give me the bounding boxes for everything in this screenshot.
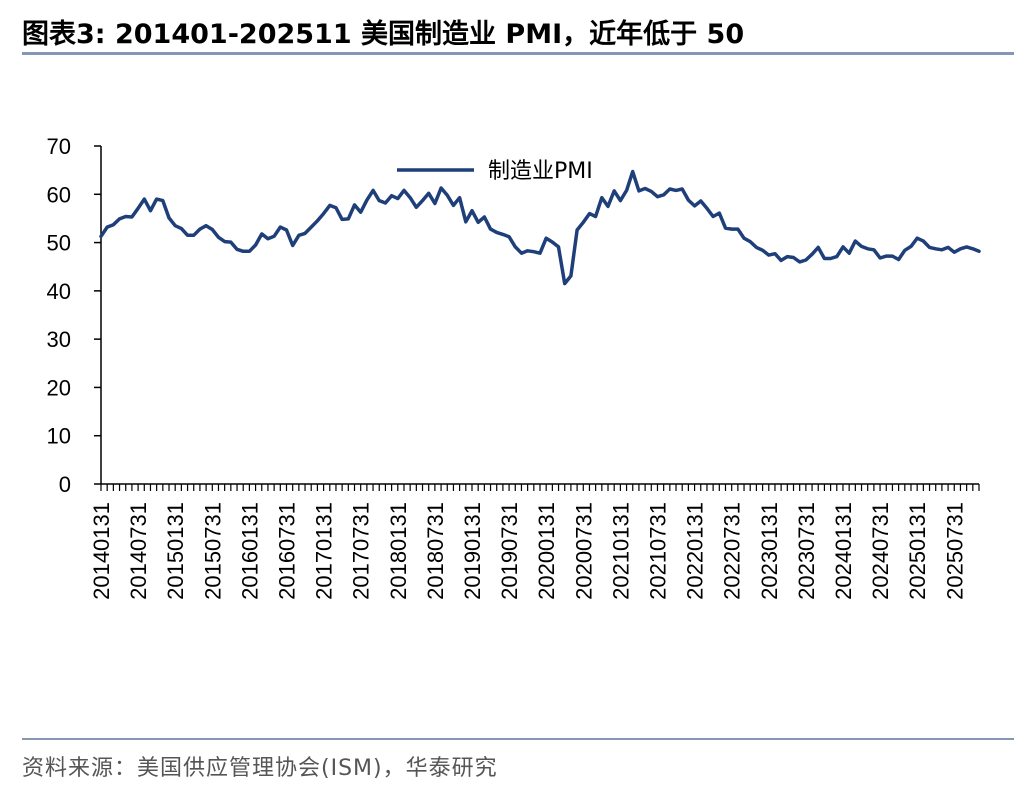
- y-axis: 0 10 20 30 40 50 60 70: [47, 134, 102, 497]
- x-tick-label: 20210131: [608, 502, 633, 600]
- x-tick-label: 20140731: [126, 502, 151, 600]
- x-tick-label: 20240731: [868, 502, 893, 600]
- x-axis: 20140131 20140731 20150131 20150731 20160131…: [89, 483, 980, 600]
- x-tick-label: 20140131: [89, 502, 114, 600]
- x-tick-label: 20230731: [794, 502, 819, 600]
- x-tick-label: 20230131: [757, 502, 782, 600]
- x-tick-label: 20160731: [274, 502, 299, 600]
- y-tick-label: 10: [47, 424, 71, 449]
- x-tick-label: 20180131: [386, 502, 411, 600]
- x-tick-label: 20190731: [497, 502, 522, 600]
- x-tick-label: 20170731: [349, 502, 374, 600]
- x-tick-label: 20220731: [720, 502, 745, 600]
- x-tick-label: 20150731: [200, 502, 225, 600]
- y-tick-label: 0: [59, 472, 71, 497]
- y-tick-label: 70: [47, 134, 71, 159]
- x-tick-label: 20250131: [905, 502, 930, 600]
- x-tick-label: 20240131: [831, 502, 856, 600]
- y-tick-label: 30: [47, 327, 71, 352]
- title-rule: [22, 52, 1014, 55]
- x-tick-label: 20180731: [423, 502, 448, 600]
- figure-title: 图表3: 201401-202511 美国制造业 PMI，近年低于 50: [22, 19, 745, 50]
- y-tick-label: 40: [47, 279, 71, 304]
- x-tick-label: 20170131: [312, 502, 337, 600]
- x-tick-label: 20210731: [645, 502, 670, 600]
- series-line-manufacturing-pmi: [99, 169, 981, 286]
- chart-legend: 制造业PMI: [397, 159, 593, 184]
- x-tick-label: 20160131: [237, 502, 262, 600]
- y-tick-label: 20: [47, 375, 71, 400]
- source-note: 资料来源：美国供应管理协会(ISM)，华泰研究: [22, 756, 498, 781]
- y-tick-label: 50: [47, 231, 71, 256]
- x-tick-label: 20250731: [942, 502, 967, 600]
- legend-label: 制造业PMI: [488, 159, 593, 184]
- x-tick-label: 20150131: [163, 502, 188, 600]
- source-rule: [22, 738, 1014, 740]
- pmi-line-chart: 0 10 20 30 40 50 60 70 20140131 20140731 20150131…: [47, 134, 981, 600]
- x-tick-label: 20190131: [460, 502, 485, 600]
- x-tick-label: 20200131: [534, 502, 559, 600]
- x-tick-label: 20220131: [683, 502, 708, 600]
- y-tick-label: 60: [47, 182, 71, 207]
- x-tick-label: 20200731: [571, 502, 596, 600]
